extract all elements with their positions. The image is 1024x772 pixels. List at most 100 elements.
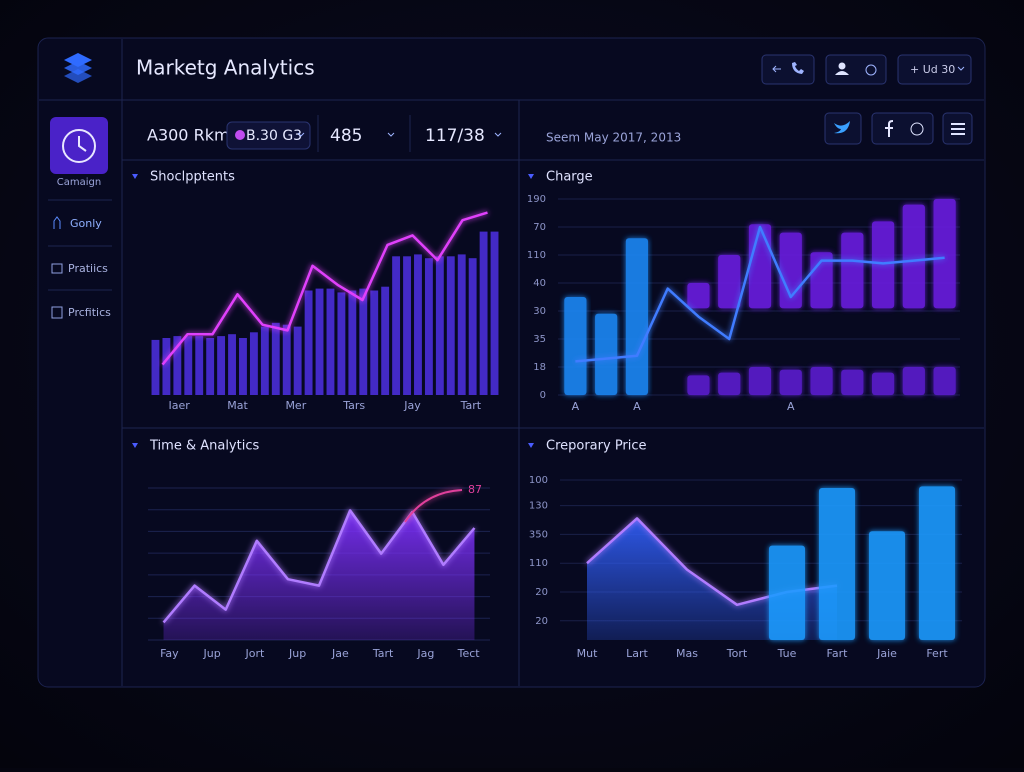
clock-hand xyxy=(78,136,87,152)
bar xyxy=(293,326,302,395)
menu-icon xyxy=(951,123,965,135)
x-tick-label: Tart xyxy=(460,399,482,412)
y-tick-label: 130 xyxy=(529,501,548,512)
bar xyxy=(435,256,444,395)
bar xyxy=(271,322,280,395)
bar xyxy=(479,231,488,395)
bar xyxy=(625,238,648,395)
x-tick-label: Tart xyxy=(372,647,394,660)
bar xyxy=(687,283,710,309)
bar xyxy=(468,258,477,395)
settings-icon xyxy=(865,64,877,76)
twitter-icon xyxy=(834,121,850,134)
y-tick-label: 20 xyxy=(535,616,548,627)
bar xyxy=(282,324,291,395)
y-tick-label: 30 xyxy=(533,306,546,317)
bar xyxy=(162,338,171,395)
bar xyxy=(239,338,247,395)
bar xyxy=(595,313,618,395)
line xyxy=(575,225,945,363)
bar xyxy=(687,375,710,395)
bar xyxy=(151,339,160,395)
bar xyxy=(841,232,864,309)
bar xyxy=(304,290,313,395)
x-tick-label: Mat xyxy=(227,399,248,412)
bar xyxy=(184,336,193,395)
panel-marker xyxy=(528,174,534,179)
bar xyxy=(718,372,741,395)
bar xyxy=(564,297,587,395)
chevron xyxy=(297,132,305,137)
bar xyxy=(424,258,433,395)
line xyxy=(161,211,488,366)
y-tick-label: 20 xyxy=(535,587,548,598)
stat: B.30 G3 xyxy=(246,128,302,144)
bar xyxy=(173,336,182,395)
x-tick-label: Jort xyxy=(244,647,264,660)
back-icon xyxy=(772,65,781,73)
logo xyxy=(64,53,92,83)
bar xyxy=(933,199,956,309)
user-button[interactable] xyxy=(825,54,887,85)
area xyxy=(163,510,475,640)
panel-title: Shoclpptents xyxy=(150,170,235,185)
bar xyxy=(872,221,895,309)
sidebar-item[interactable]: Gonly xyxy=(70,217,102,230)
x-tick-label: A xyxy=(787,400,795,413)
bar xyxy=(748,224,772,309)
date-range: Seem May 2017, 2013 xyxy=(546,131,681,145)
bar xyxy=(769,545,805,640)
x-tick-label: Lart xyxy=(626,647,648,660)
x-tick-label: Fay xyxy=(160,647,179,660)
y-tick-label: 190 xyxy=(527,194,546,205)
x-tick-label: Tort xyxy=(726,647,748,660)
stats-icon xyxy=(51,263,63,274)
bar xyxy=(919,486,955,640)
annotation: 87 xyxy=(468,483,482,496)
sidebar-item[interactable]: Pratiics xyxy=(68,262,108,275)
range-label: + Ud 30 xyxy=(910,63,955,76)
share-button[interactable] xyxy=(871,112,934,145)
panel-marker xyxy=(132,174,138,179)
bar xyxy=(872,372,895,395)
panel-marker xyxy=(132,443,138,448)
app-title: Marketg Analytics xyxy=(136,56,315,80)
bar xyxy=(381,286,390,395)
bar xyxy=(810,367,833,395)
bar xyxy=(902,204,925,309)
sidebar-item[interactable]: Prcfitics xyxy=(68,306,111,319)
x-tick-label: Jaie xyxy=(876,647,897,660)
x-tick-label: Jae xyxy=(331,647,349,660)
bar xyxy=(260,326,269,395)
panel-title: Charge xyxy=(546,170,593,185)
chevron xyxy=(957,66,965,71)
bar xyxy=(392,256,401,395)
user-icon xyxy=(835,71,849,75)
y-tick-label: 40 xyxy=(533,278,546,289)
bar xyxy=(446,256,455,395)
bar xyxy=(315,288,324,395)
range-button[interactable] xyxy=(897,54,972,85)
y-tick-label: 100 xyxy=(529,475,548,486)
stat: 485 xyxy=(330,126,362,146)
bar xyxy=(249,332,258,395)
sidebar-item[interactable]: Camaign xyxy=(57,177,101,188)
doc-icon xyxy=(51,306,63,319)
panel-marker xyxy=(528,443,534,448)
x-tick-label: Iaer xyxy=(169,399,191,412)
bar xyxy=(359,288,368,395)
stat-pill[interactable] xyxy=(226,121,311,150)
x-tick-label: Jup xyxy=(288,647,306,660)
call-button[interactable] xyxy=(761,54,815,85)
line xyxy=(162,509,476,624)
bar xyxy=(206,338,215,395)
bar xyxy=(902,367,925,395)
chevron xyxy=(494,132,502,137)
x-tick-label: Tars xyxy=(342,399,365,412)
bar xyxy=(841,369,864,395)
x-tick-label: A xyxy=(572,400,580,413)
clock-icon xyxy=(62,129,96,163)
x-tick-label: A xyxy=(633,400,641,413)
bar xyxy=(195,336,204,395)
